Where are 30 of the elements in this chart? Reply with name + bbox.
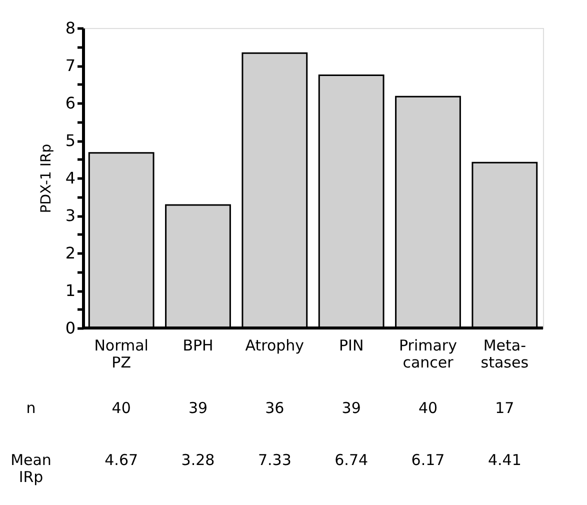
y-tick-label: 3 [65,206,76,225]
y-tick-label: 5 [65,131,76,150]
y-tick-label: 1 [65,281,76,300]
y-tick-label: 8 [65,18,76,38]
x-tick-label: Primary cancer [399,336,458,372]
x-tick-label: PIN [338,336,364,354]
x-tick-label: Atrophy [245,336,304,354]
x-tick-label: Meta-stases [480,336,529,372]
text: 39 [342,399,361,417]
data-label: 6.17 [411,451,445,469]
y-tick-label: 4 [65,168,76,188]
text: 17 [495,399,514,417]
data-label: 4.67 [104,451,138,469]
y-tick-label: 6 [65,94,76,112]
data-label: 4.41 [488,451,522,469]
text: 40 [418,399,438,417]
x-tick-label: Normal PZ [94,336,148,372]
text: Mean IRp [10,451,52,486]
data-label: 3.28 [181,451,215,469]
y-tick-label: 2 [65,244,76,262]
x-tick-label: BPH [182,336,214,354]
data-label: 6.74 [334,451,368,469]
y-tick-label: 7 [65,56,76,75]
text: 39 [188,399,208,417]
text: 36 [265,399,284,417]
text: n [26,399,36,417]
text: 40 [112,399,131,417]
y-axis-title: PDX-1 IRp [38,144,54,214]
data-label: 7.33 [258,451,292,469]
y-tick-label: 0 [65,318,76,338]
